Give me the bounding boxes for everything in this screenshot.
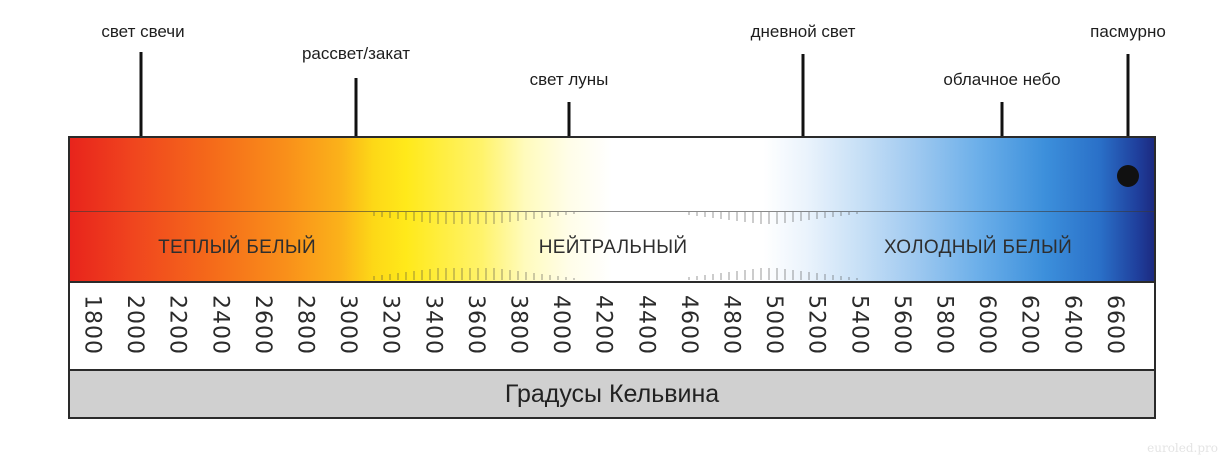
- kelvin-value: 5200: [803, 295, 829, 355]
- kelvin-value: 4800: [718, 295, 744, 355]
- overcast-label: пасмурно: [1090, 22, 1166, 41]
- kelvin-value: 5800: [931, 295, 957, 355]
- color-temperature-gradient: ТЕПЛЫЙ БЕЛЫЙ НЕЙТРАЛЬНЫЙ ХОЛОДНЫЙ БЕЛЫЙ: [70, 138, 1154, 281]
- candle-light-pointer-line: [139, 52, 143, 174]
- daylight-pointer-line: [801, 54, 805, 174]
- watermark: euroled.pro: [1147, 441, 1218, 455]
- kelvin-value: 6600: [1101, 295, 1127, 355]
- overcast-pointer-line: [1126, 54, 1130, 174]
- kelvin-value: 5400: [846, 295, 872, 355]
- kelvin-value: 4400: [633, 295, 659, 355]
- warm-neutral-transition-ticks-bottom: [373, 268, 575, 280]
- kelvin-value: 3000: [335, 295, 361, 355]
- kelvin-value: 6000: [974, 295, 1000, 355]
- kelvin-value: 6400: [1059, 295, 1085, 355]
- kelvin-value: 3600: [462, 295, 488, 355]
- kelvin-value: 4600: [675, 295, 701, 355]
- kelvin-values-row: 1800 2000 2200 2400 2600 2800 3000 3200 3400 3600…: [70, 281, 1154, 369]
- band-divider-line: [70, 211, 1154, 212]
- kelvin-value: 3800: [505, 295, 531, 355]
- overcast-marker: [1117, 165, 1139, 187]
- axis-title: Градусы Кельвина: [504, 380, 720, 408]
- neutral-cold-transition-ticks-bottom: [688, 268, 858, 280]
- kelvin-value: 5600: [888, 295, 914, 355]
- kelvin-value: 3400: [420, 295, 446, 355]
- kelvin-value: 2400: [207, 295, 233, 355]
- kelvin-value: 3200: [377, 295, 403, 355]
- warm-neutral-transition-ticks-top: [373, 212, 575, 224]
- kelvin-value: 6200: [1016, 295, 1042, 355]
- kelvin-value: 4200: [590, 295, 616, 355]
- cloudy-sky-label: облачное небо: [943, 70, 1061, 89]
- sunrise-sunset-pointer-line: [354, 78, 358, 174]
- kelvin-value: 2600: [249, 295, 275, 355]
- moonlight-label: свет луны: [529, 70, 609, 89]
- kelvin-value: 1800: [79, 295, 105, 355]
- axis-title-band: Градусы Кельвина: [70, 369, 1154, 417]
- kelvin-value: 2800: [292, 295, 318, 355]
- neutral-cold-transition-ticks-top: [688, 212, 858, 224]
- kelvin-value: 4000: [548, 295, 574, 355]
- cold-white-band-label: ХОЛОДНЫЙ БЕЛЫЙ: [883, 237, 1073, 258]
- kelvin-value: 2200: [164, 295, 190, 355]
- kelvin-value: 5000: [761, 295, 787, 355]
- warm-white-band-label: ТЕПЛЫЙ БЕЛЫЙ: [158, 237, 316, 258]
- daylight-label: дневной свет: [750, 22, 856, 41]
- neutral-band-label: НЕЙТРАЛЬНЫЙ: [538, 237, 688, 258]
- sunrise-sunset-label: рассвет/закат: [301, 44, 411, 63]
- color-temperature-scale: ТЕПЛЫЙ БЕЛЫЙ НЕЙТРАЛЬНЫЙ ХОЛОДНЫЙ БЕЛЫЙ …: [68, 136, 1156, 419]
- candle-light-label: свет свечи: [101, 22, 185, 41]
- kelvin-value: 2000: [122, 295, 148, 355]
